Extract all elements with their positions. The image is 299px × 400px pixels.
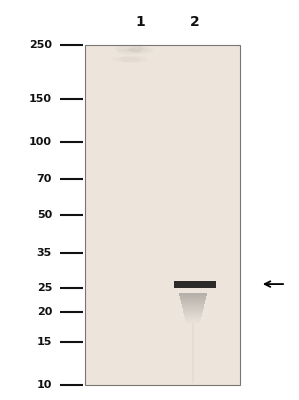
Ellipse shape xyxy=(118,48,142,54)
Bar xyxy=(183,312,202,313)
Bar xyxy=(174,280,216,288)
Text: 250: 250 xyxy=(29,40,52,50)
Text: 20: 20 xyxy=(36,307,52,317)
Bar xyxy=(181,302,205,303)
Bar xyxy=(181,301,205,302)
Bar xyxy=(179,294,207,296)
Bar xyxy=(183,311,203,312)
Bar xyxy=(184,314,202,315)
Bar xyxy=(185,320,201,321)
Bar xyxy=(186,321,200,322)
Text: 25: 25 xyxy=(36,283,52,293)
Bar xyxy=(184,317,202,318)
Text: 15: 15 xyxy=(36,337,52,347)
Bar xyxy=(182,308,204,309)
Ellipse shape xyxy=(127,46,149,52)
Bar xyxy=(182,305,204,306)
Bar xyxy=(185,319,201,320)
Bar xyxy=(182,307,204,308)
Bar xyxy=(181,300,205,301)
Bar xyxy=(179,292,207,294)
Text: 2: 2 xyxy=(190,15,200,29)
Text: 70: 70 xyxy=(36,174,52,184)
Bar xyxy=(179,294,207,295)
Bar xyxy=(183,310,203,311)
Bar xyxy=(180,299,206,300)
Bar xyxy=(184,313,202,314)
Text: 50: 50 xyxy=(37,210,52,220)
Ellipse shape xyxy=(115,45,143,52)
Bar xyxy=(181,303,205,304)
Bar xyxy=(85,45,240,385)
Text: 1: 1 xyxy=(135,15,145,29)
Bar xyxy=(180,296,206,297)
Text: 35: 35 xyxy=(37,248,52,258)
Bar xyxy=(186,322,200,323)
Text: 100: 100 xyxy=(29,137,52,147)
Bar xyxy=(184,316,202,317)
Text: 150: 150 xyxy=(29,94,52,104)
Text: 10: 10 xyxy=(36,380,52,390)
Bar xyxy=(184,315,202,316)
Bar xyxy=(182,306,204,307)
Bar xyxy=(183,309,203,310)
Bar xyxy=(181,304,205,305)
Bar xyxy=(180,298,206,299)
Bar xyxy=(180,296,206,298)
Bar xyxy=(185,318,201,319)
